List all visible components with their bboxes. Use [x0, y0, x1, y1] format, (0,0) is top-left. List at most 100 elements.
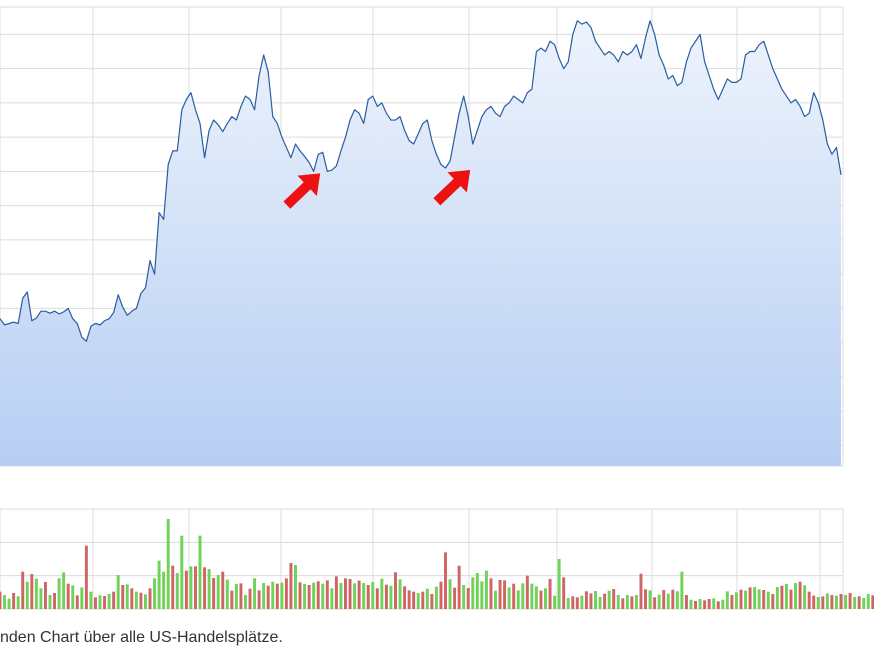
volume-bar	[344, 578, 347, 609]
volume-bar	[339, 583, 343, 609]
volume-bar	[494, 590, 497, 609]
volume-bar	[380, 578, 384, 609]
volume-bar	[166, 519, 170, 609]
volume-bar	[539, 590, 543, 609]
volume-bar	[48, 595, 52, 609]
volume-bar	[689, 599, 693, 609]
volume-bar	[157, 560, 161, 609]
volume-bar	[794, 583, 798, 609]
volume-bar	[575, 597, 579, 609]
volume-bar	[266, 585, 270, 609]
red-arrow-icon	[283, 173, 321, 209]
volume-bar	[489, 578, 493, 609]
volume-bar	[389, 585, 393, 609]
volume-bar	[403, 586, 407, 609]
volume-bar	[280, 582, 284, 609]
volume-bar	[830, 595, 834, 609]
volume-bar	[462, 585, 466, 609]
volume-bar	[194, 566, 197, 609]
volume-bar	[203, 567, 207, 609]
volume-bar	[407, 590, 411, 609]
volume-bar	[62, 572, 66, 609]
volume-bar	[553, 595, 557, 609]
volume-bar	[39, 588, 43, 609]
volume-bar	[775, 587, 779, 609]
volume-bar	[866, 594, 870, 609]
volume-bar	[139, 592, 143, 609]
volume-bar	[657, 594, 661, 609]
red-arrow-icon	[433, 170, 471, 206]
volume-bar	[153, 578, 157, 609]
volume-bar	[834, 595, 838, 609]
volume-bar	[125, 584, 129, 609]
volume-bar	[466, 588, 470, 609]
volume-bar	[684, 595, 688, 609]
volume-bar	[57, 578, 61, 609]
volume-bar	[562, 577, 566, 609]
volume-bar	[744, 590, 748, 609]
volume-bar	[439, 581, 443, 609]
volume-bar	[325, 580, 329, 609]
volume-bar	[803, 585, 807, 609]
volume-bar	[771, 594, 775, 609]
volume-bar	[653, 597, 657, 609]
volume-bar	[184, 570, 188, 609]
volume-bar	[357, 580, 361, 609]
volume-bar	[475, 573, 479, 609]
volume-bar	[721, 599, 725, 609]
volume-bar	[603, 593, 607, 609]
volume-bar	[234, 584, 238, 609]
volume-bar	[666, 593, 670, 609]
volume-bar	[625, 595, 629, 609]
volume-bar	[394, 572, 397, 609]
volume-bar	[557, 559, 561, 609]
volume-bar	[544, 588, 547, 609]
volume-bar	[198, 535, 202, 609]
volume-bar	[825, 593, 829, 609]
volume-bar	[257, 590, 261, 609]
price-area	[0, 20, 841, 466]
volume-bar	[530, 583, 534, 609]
volume-bar	[3, 595, 7, 609]
volume-bar	[262, 583, 266, 609]
volume-bar	[416, 593, 420, 609]
price-panel	[0, 6, 844, 467]
volume-bar	[730, 595, 734, 609]
volume-bar	[212, 578, 216, 609]
volume-bar	[230, 590, 234, 609]
volume-bar	[662, 590, 666, 609]
volume-bar	[807, 591, 811, 609]
volume-bar	[680, 571, 684, 609]
volume-bar	[162, 571, 166, 609]
volume-bar	[353, 583, 357, 609]
volume-bar	[434, 586, 438, 609]
volume-bar	[448, 579, 452, 609]
volume-bar	[430, 594, 434, 609]
volume-bar	[757, 589, 761, 609]
volume-bar	[275, 583, 279, 609]
volume-bar	[53, 593, 57, 609]
volume-bar	[871, 595, 874, 609]
volume-bar	[589, 593, 593, 609]
annotations	[283, 170, 471, 209]
volume-bar	[221, 571, 225, 609]
volume-bar	[703, 600, 707, 609]
volume-bar	[330, 588, 334, 609]
volume-bar	[425, 588, 429, 609]
volume-bar	[294, 565, 297, 609]
volume-bar	[634, 595, 638, 609]
volume-bar	[648, 590, 652, 609]
red-arrow-shape	[433, 170, 471, 206]
volume-bar	[694, 601, 697, 609]
volume-bar	[244, 595, 247, 609]
volume-bar	[16, 596, 20, 609]
volume-bar	[471, 577, 475, 609]
volume-bar	[248, 588, 252, 609]
volume-bar	[225, 579, 229, 609]
volume-bar	[284, 578, 288, 609]
volume-bar	[93, 597, 97, 609]
volume-bar	[848, 593, 852, 609]
volume-bar	[716, 601, 720, 609]
volume-bar	[616, 595, 620, 609]
